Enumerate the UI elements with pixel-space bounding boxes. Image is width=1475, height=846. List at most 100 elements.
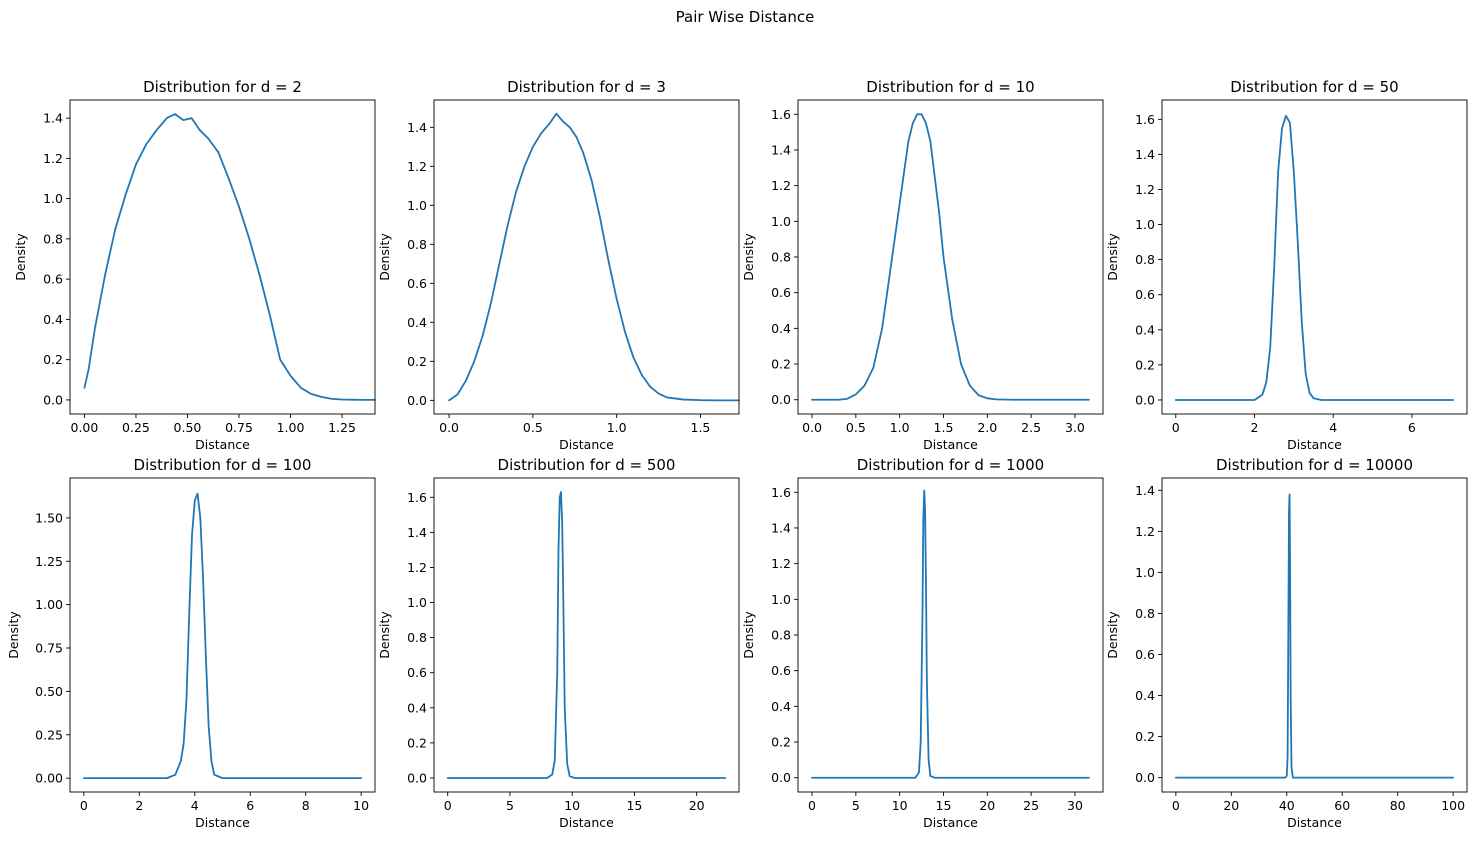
y-tick-label: 0.8 [407,237,427,252]
x-tick-label: 2 [1251,420,1259,435]
y-tick-label: 1.2 [1135,182,1155,197]
y-tick-label: 0.0 [407,393,427,408]
y-tick-label: 0.2 [43,352,63,367]
y-tick-label: 0.0 [771,770,791,785]
x-axis-label: Distance [923,437,978,452]
x-tick-label: 0 [1172,798,1180,813]
y-tick-label: 0.75 [35,641,63,656]
x-axis-label: Distance [1287,815,1342,830]
density-line [811,113,1090,401]
y-tick-label: 1.4 [43,111,63,126]
x-tick-label: 10 [564,798,580,813]
y-tick-label: 1.2 [771,178,791,193]
y-tick-label: 0.4 [43,312,63,327]
y-tick-label: 1.4 [1135,483,1155,498]
y-tick-label: 0.2 [771,357,791,372]
x-tick-label: 1.0 [890,420,910,435]
y-tick-label: 0.8 [771,250,791,265]
x-tick-label: 0 [80,798,88,813]
y-tick-label: 0.25 [35,727,63,742]
y-tick-label: 1.6 [407,490,427,505]
y-tick-label: 0.4 [407,700,427,715]
x-axis-label: Distance [559,437,614,452]
subplot-7: Distribution for d = 1000 0 5 10 15 20 25 30 0.0… [741,456,1104,830]
x-tick-label: 0.0 [439,420,459,435]
subplot-3: Distribution for d = 10 0.0 0.5 1.0 1.5 2.0 2.… [741,78,1104,452]
y-tick-label: 0.2 [407,735,427,750]
x-tick-label: 2.0 [977,420,997,435]
y-tick-label: 1.4 [771,142,791,157]
x-tick-label: 1.5 [934,420,954,435]
y-tick-label: 0.2 [771,735,791,750]
y-tick-label: 0.0 [1135,392,1155,407]
x-tick-label: 5 [506,798,514,813]
y-tick-label: 0.8 [407,630,427,645]
y-tick-label: 1.4 [407,525,427,540]
density-line [1174,493,1455,779]
x-tick-label: 40 [1279,798,1295,813]
y-tick-label: 1.4 [1135,147,1155,162]
x-tick-label: 0.75 [225,420,253,435]
y-tick-label: 1.2 [771,556,791,571]
y-tick-label: 0.50 [35,684,63,699]
x-tick-label: 0.50 [174,420,202,435]
subplot-title: Distribution for d = 10000 [1216,456,1413,474]
x-tick-label: 1.0 [607,420,627,435]
y-tick-label: 1.0 [1135,217,1155,232]
subplot-8: Distribution for d = 10000 0 20 40 60 80 100 0.… [1105,456,1468,830]
y-tick-label: 1.0 [407,198,427,213]
y-tick-label: 0.2 [1135,357,1155,372]
y-tick-label: 0.6 [771,285,791,300]
x-tick-label: 1.00 [277,420,305,435]
density-line [1174,114,1455,401]
subplot-6: Distribution for d = 500 0 5 10 15 20 0.0 0.2 0.… [377,456,740,830]
x-tick-label: 0.0 [802,420,822,435]
y-tick-label: 1.6 [771,107,791,122]
x-tick-label: 100 [1441,798,1465,813]
y-tick-label: 0.6 [1135,647,1155,662]
y-tick-label: 1.2 [1135,524,1155,539]
x-axis-label: Distance [1287,437,1342,452]
subplot-title: Distribution for d = 3 [507,78,666,96]
subplot-1: Distribution for d = 2 0.00 0.25 0.50 0.75 1.… [13,78,376,452]
x-tick-label: 60 [1334,798,1350,813]
x-tick-label: 6 [1408,420,1416,435]
y-tick-label: 1.50 [35,510,63,525]
subplots-grid: Distribution for d = 20.00 0.25 0.50 0.75 1.… [6,78,1468,830]
y-tick-label: 1.2 [407,560,427,575]
y-tick-label: 0.4 [1135,322,1155,337]
y-tick-label: 1.25 [35,554,63,569]
plot-frame [69,99,376,415]
density-line [448,112,740,402]
x-tick-label: 0.00 [71,420,99,435]
x-tick-label: 6 [246,798,254,813]
x-tick-label: 4 [1329,420,1337,435]
y-tick-label: 0.6 [407,276,427,291]
y-tick-label: 0.8 [43,231,63,246]
y-tick-label: 0.00 [35,771,63,786]
y-tick-label: 1.6 [1135,112,1155,127]
x-tick-label: 0 [444,798,452,813]
y-tick-label: 0.8 [1135,606,1155,621]
x-axis-label: Distance [195,437,250,452]
y-tick-label: 0.4 [1135,688,1155,703]
x-tick-label: 5 [852,798,860,813]
y-tick-label: 1.0 [1135,565,1155,580]
y-tick-label: 0.6 [407,665,427,680]
y-tick-label: 1.0 [771,214,791,229]
figure-title: Pair Wise Distance [676,8,815,26]
y-tick-label: 1.6 [771,485,791,500]
plot-frame [1161,477,1468,793]
plot-frame [69,477,376,793]
y-tick-label: 1.0 [43,191,63,206]
x-tick-label: 8 [302,798,310,813]
x-tick-label: 20 [979,798,995,813]
y-tick-label: 0.0 [1135,770,1155,785]
y-tick-label: 0.4 [407,315,427,330]
y-tick-label: 0.8 [771,628,791,643]
subplot-title: Distribution for d = 50 [1230,78,1398,96]
y-tick-label: 0.6 [1135,287,1155,302]
y-axis-label: Density [13,233,28,281]
subplot-title: Distribution for d = 500 [498,456,676,474]
subplot-4: Distribution for d = 50 0 2 4 6 0.0 0.2 0.4 0.6 0… [1105,78,1468,452]
